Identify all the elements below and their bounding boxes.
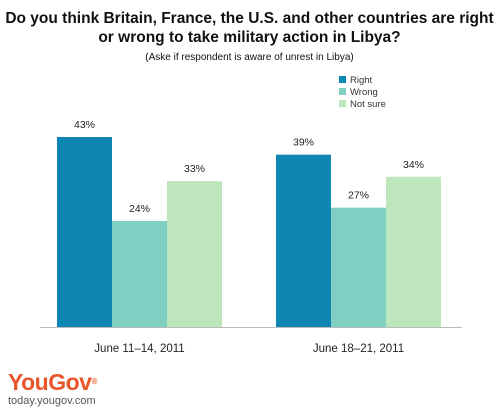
legend-swatch xyxy=(339,100,346,107)
bar-not-sure-2 xyxy=(386,176,441,327)
chart-title: Do you think Britain, France, the U.S. a… xyxy=(0,9,499,47)
bar-value-label: 39% xyxy=(293,137,314,149)
logo-brand: YouGov xyxy=(8,369,92,395)
bar-wrong-1 xyxy=(112,220,167,327)
legend-swatch xyxy=(339,88,346,95)
logo-url: today.yougov.com xyxy=(8,395,96,407)
bar-value-label: 24% xyxy=(129,203,150,215)
bar-value-label: 27% xyxy=(348,190,369,202)
bar-value-label: 33% xyxy=(184,163,205,175)
bar-wrong-2 xyxy=(331,207,386,327)
chart-subtitle: (Aske if respondent is aware of unrest i… xyxy=(145,52,354,63)
legend-label: Not sure xyxy=(350,99,386,110)
legend-label: Right xyxy=(350,75,373,86)
bar-value-label: 34% xyxy=(403,159,424,171)
bar-right-1 xyxy=(57,137,112,327)
bar-not-sure-1 xyxy=(167,181,222,327)
logo-registered-mark: ® xyxy=(91,377,97,386)
bar-value-label: 43% xyxy=(74,119,95,131)
chart-title-line-2: or wrong to take military action in Liby… xyxy=(98,29,401,46)
category-label: June 11–14, 2011 xyxy=(94,343,184,355)
yougov-logo: YouGov® today.yougov.com xyxy=(8,370,97,407)
chart-title-line-1: Do you think Britain, France, the U.S. a… xyxy=(5,10,494,27)
category-label: June 18–21, 2011 xyxy=(313,343,404,355)
legend-label: Wrong xyxy=(350,87,378,98)
legend-swatch xyxy=(339,76,346,83)
bar-right-2 xyxy=(276,154,331,327)
